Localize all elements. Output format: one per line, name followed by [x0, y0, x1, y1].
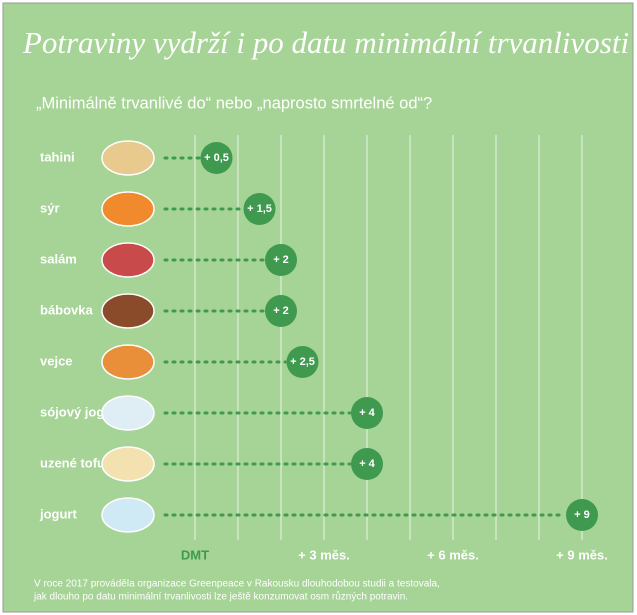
value-label: + 4: [359, 407, 375, 419]
x-tick-label: DMT: [181, 547, 209, 562]
x-tick-label: + 3 měs.: [298, 547, 350, 562]
x-tick-label: + 9 měs.: [556, 547, 608, 562]
value-label: + 2: [273, 305, 289, 317]
x-tick-label: + 6 měs.: [427, 547, 479, 562]
category-label: jogurt: [39, 506, 77, 521]
value-label: + 2,5: [290, 356, 315, 368]
food-icon: [102, 294, 154, 328]
footnote: jak dlouho po datu minimální trvanlivost…: [33, 591, 408, 603]
category-label: sýr: [40, 200, 60, 215]
chart-title: Potraviny vydrží i po datu minimální trv…: [22, 25, 629, 60]
value-label: + 2: [273, 254, 289, 266]
food-icon: [102, 345, 154, 379]
category-label: vejce: [40, 353, 73, 368]
food-icon: [102, 141, 154, 175]
page: {"chart_data": { "type": "dot", "title":…: [0, 0, 637, 615]
chart-subtitle: „Minimálně trvanlivé do“ nebo „naprosto …: [36, 94, 432, 112]
footnote: V roce 2017 prováděla organizace Greenpe…: [34, 579, 440, 590]
category-label: salám: [40, 251, 77, 266]
category-label: uzené tofu: [40, 455, 105, 470]
food-icon: [102, 192, 154, 226]
food-icon: [102, 498, 154, 532]
food-icon: [102, 447, 154, 481]
food-icon: [102, 396, 154, 430]
value-label: + 4: [359, 458, 375, 470]
value-label: + 9: [574, 509, 590, 521]
category-label: tahini: [40, 149, 75, 164]
category-label: bábovka: [40, 302, 94, 317]
chart: Potraviny vydrží i po datu minimální trv…: [0, 0, 637, 615]
value-label: + 1,5: [247, 203, 272, 215]
value-label: + 0,5: [204, 152, 229, 164]
food-icon: [102, 243, 154, 277]
